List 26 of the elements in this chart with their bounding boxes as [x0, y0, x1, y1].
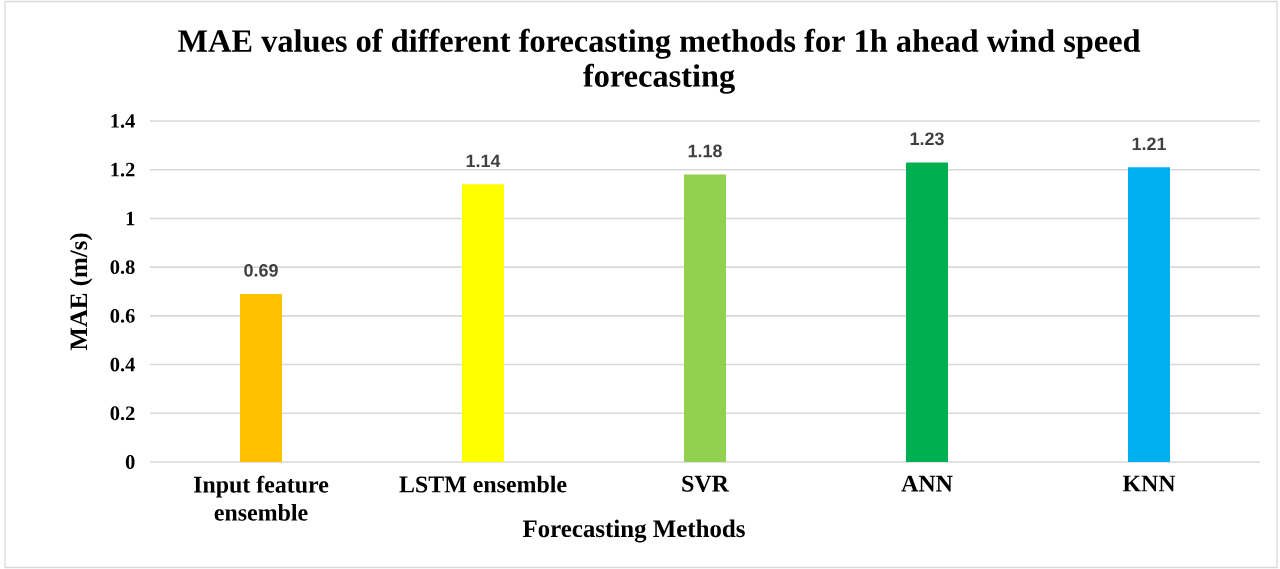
- y-tick-label: 0.6: [110, 308, 135, 323]
- bar: [240, 293, 283, 462]
- y-tick-label: 1.2: [111, 162, 135, 177]
- y-tick-label: 1: [126, 211, 135, 226]
- data-label: 1.14: [466, 154, 501, 168]
- y-tick-label: 0.4: [110, 357, 135, 372]
- data-label: 1.18: [688, 144, 722, 158]
- data-label: 1.23: [910, 132, 944, 146]
- y-tick-label: 0: [125, 455, 135, 469]
- y-tick-label: 0.8: [110, 260, 135, 275]
- data-label: 0.69: [244, 263, 278, 277]
- x-axis-title: Forecasting Methods: [522, 519, 745, 543]
- x-tick-label: Input feature ensemble: [193, 475, 329, 521]
- x-tick-label: SVR: [682, 475, 730, 492]
- chart-title: MAE values of different forecasting methods for 1h ahead wind speed forecasting: [178, 28, 1141, 94]
- bar: [462, 184, 505, 462]
- x-tick-label: KNN: [1122, 475, 1176, 492]
- y-tick-label: 0.2: [110, 406, 135, 421]
- data-label: 1.21: [1132, 137, 1166, 151]
- x-tick-label: LSTM ensemble: [399, 475, 567, 493]
- bar: [684, 174, 727, 462]
- x-tick-label: ANN: [901, 475, 953, 492]
- y-axis-title: MAE (m/s): [69, 233, 93, 351]
- y-tick-label: 1.4: [111, 114, 135, 128]
- bar: [1128, 167, 1171, 462]
- bar: [906, 162, 949, 462]
